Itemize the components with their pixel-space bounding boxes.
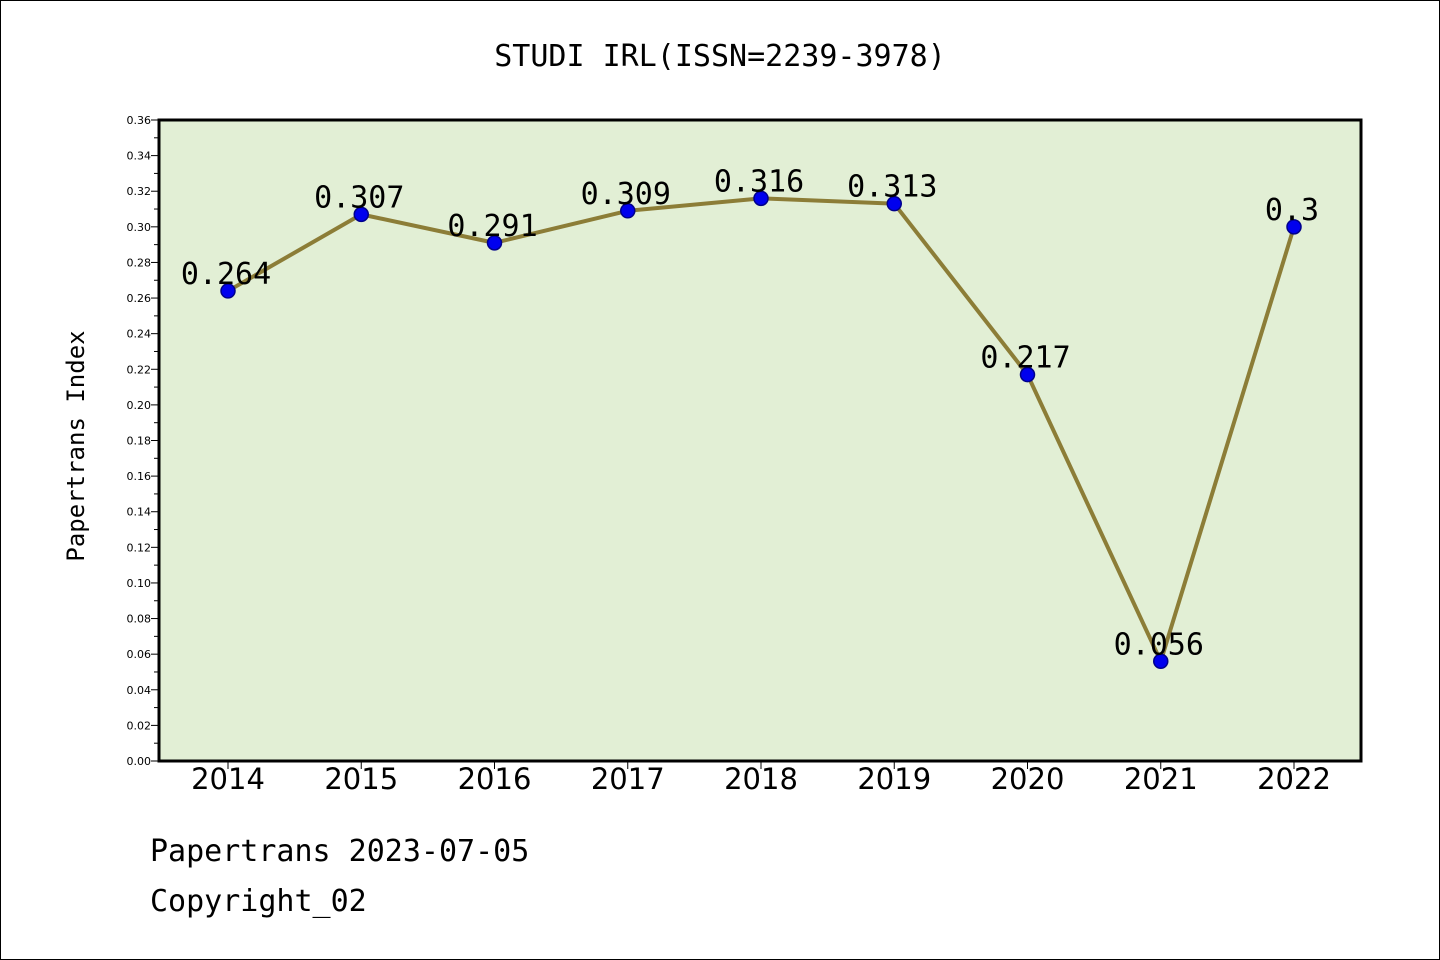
data-markers [220,190,1302,670]
y-tick-label: 0.30 [127,221,152,234]
y-tick-label: 0.36 [127,114,152,127]
data-point [353,206,369,223]
data-point [753,190,769,207]
data-point [1153,653,1169,670]
y-tick-label: 0.10 [127,577,152,590]
data-point [620,203,636,219]
data-point [220,283,236,299]
plot-area [157,118,1363,763]
data-label: 0.307 [314,180,404,215]
footer-date-text: Papertrans 2023-07-05 [150,834,530,869]
y-tick-label: 0.20 [127,399,152,412]
y-tick-label: 0.26 [127,292,152,305]
y-tick-label: 0.08 [127,613,152,626]
x-axis: 2014 2015 2016 2017 2018 2019 2020 2021 2022 [191,761,1331,796]
y-tick-label: 0.00 [127,755,152,768]
x-tick-label: 2017 [591,762,665,796]
x-tick-label: 2016 [458,762,532,796]
x-tick-label: 2014 [191,762,265,796]
y-tick-label: 0.18 [127,435,152,448]
y-tick-label: 0.12 [127,541,152,554]
y-tick-label: 0.32 [127,185,152,198]
data-point [886,195,902,212]
data-label: 0.264 [181,257,271,292]
data-point [1019,366,1036,383]
y-axis-label: Papertrans Index [62,330,90,561]
y-tick-label: 0.14 [127,506,152,519]
data-label: 0.056 [1114,627,1204,662]
data-label: 0.217 [980,341,1070,376]
data-label: 0.291 [447,209,537,244]
y-tick-label: 0.34 [127,150,152,163]
y-tick-label: 0.02 [127,719,152,732]
data-point [486,235,503,251]
y-tick-label: 0.28 [127,256,152,269]
x-tick-label: 2020 [991,762,1065,796]
x-tick-label: 2019 [857,762,931,796]
x-tick-label: 2021 [1124,762,1198,796]
data-labels: 0.264 0.307 0.291 0.309 0.316 0.313 0.217 0.056… [181,164,1319,662]
y-tick-label: 0.06 [127,648,152,661]
footer-copyright-text: Copyright_02 [150,884,367,919]
x-tick-label: 2022 [1257,762,1331,796]
chart-title: STUDI IRL(ISSN=2239-3978) [494,39,946,74]
y-tick-label: 0.24 [127,328,152,341]
x-tick-label: 2015 [324,762,398,796]
data-label: 0.316 [714,164,804,199]
y-tick-label: 0.22 [127,363,152,376]
data-point [1286,219,1302,235]
y-tick-label: 0.04 [127,684,152,697]
data-label: 0.309 [581,177,671,212]
x-tick-label: 2018 [724,762,798,796]
data-label: 0.3 [1265,193,1319,228]
y-tick-label: 0.16 [127,470,152,483]
y-axis: 0.00 0.02 0.04 0.06 0.08 0.10 0.12 0.14 0.16 0.18… [127,114,159,768]
data-label: 0.313 [847,170,937,205]
